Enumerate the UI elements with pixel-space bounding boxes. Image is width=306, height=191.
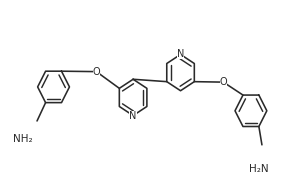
- Text: H₂N: H₂N: [249, 164, 268, 174]
- Text: N: N: [129, 111, 137, 121]
- Text: N: N: [177, 49, 184, 59]
- Text: O: O: [93, 67, 100, 77]
- Text: O: O: [220, 77, 227, 87]
- Text: NH₂: NH₂: [13, 134, 33, 144]
